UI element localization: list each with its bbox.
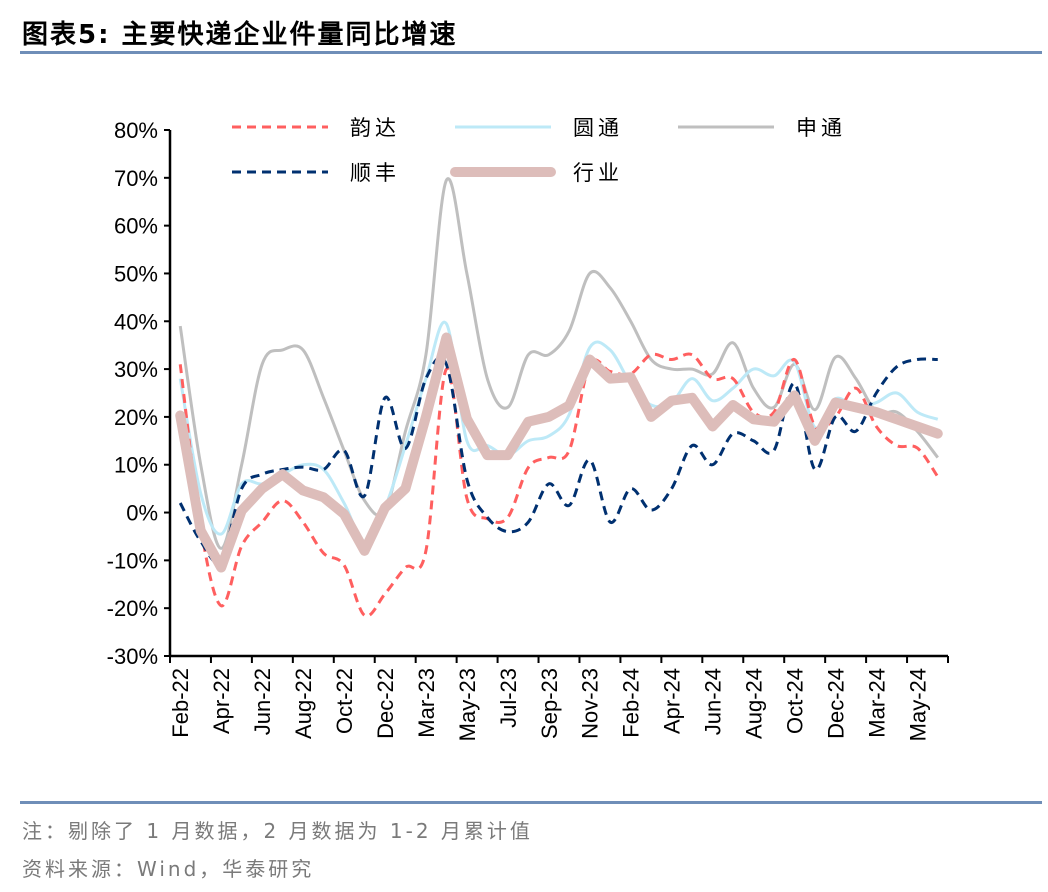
footer-source: 资料来源：Wind，华泰研究: [22, 857, 315, 881]
y-tick-label: 60%: [114, 214, 158, 239]
legend-label: 韵达: [350, 116, 400, 140]
x-tick-label: Aug-22: [291, 668, 316, 739]
y-tick-label: 20%: [114, 405, 158, 430]
legend-item-industry: 行业: [450, 161, 623, 185]
y-tick-label: -10%: [107, 548, 158, 573]
y-tick-label: 40%: [114, 309, 158, 334]
x-tick-label: Nov-23: [578, 668, 603, 739]
legend-item-shentong: 申通: [678, 116, 846, 140]
axes: -30% -20% -10% 0% 10% 20% 30% 40% 50% 60% 70% 80% Fe…: [107, 118, 949, 741]
x-tick-label: Dec-24: [823, 668, 848, 739]
figure-title: 图表5: 主要快递企业件量同比增速: [22, 20, 458, 50]
x-tick-label: Mar-24: [864, 668, 889, 738]
x-tick-label: Jul-23: [496, 668, 521, 728]
footer-rule: [20, 801, 1042, 804]
x-tick-label: May-23: [455, 668, 480, 741]
x-tick-label: Apr-22: [209, 668, 234, 734]
title-rule: [20, 51, 1042, 54]
y-tick-label: 70%: [114, 166, 158, 191]
data-points-industry: [180, 337, 938, 567]
x-tick-label: Sep-23: [537, 668, 562, 739]
x-tick-label: Aug-24: [742, 668, 767, 739]
y-tick-label: 30%: [114, 357, 158, 382]
x-tick-label: Jun-24: [701, 668, 726, 735]
x-tick-label: May-24: [905, 668, 930, 741]
x-tick-label: Dec-22: [373, 668, 398, 739]
y-tick-label: 80%: [114, 118, 158, 143]
y-tick-label: -30%: [107, 644, 158, 669]
x-tick-label: Oct-22: [332, 668, 357, 734]
legend-label: 顺丰: [350, 161, 400, 185]
legend-item-shunfeng: 顺丰: [232, 161, 400, 185]
x-tick-label: Mar-23: [414, 668, 439, 738]
y-tick-label: 50%: [114, 261, 158, 286]
x-tick-label: Feb-22: [168, 668, 193, 738]
y-tick-label: -20%: [107, 596, 158, 621]
legend-item-yunda: 韵达: [232, 116, 400, 140]
legend-label: 行业: [573, 161, 623, 185]
x-tick-label: Apr-24: [660, 668, 685, 734]
x-tick-label: Jun-22: [250, 668, 275, 735]
legend-item-yuantong: 圆通: [455, 116, 623, 140]
legend-label: 圆通: [573, 116, 623, 140]
y-tick-label: 10%: [114, 453, 158, 478]
series-lines: [175, 177, 943, 618]
series-line-yuantong: [178, 320, 939, 543]
series-line-industry: [175, 332, 943, 573]
y-tick-label: 0%: [126, 501, 158, 526]
x-tick-label: Feb-24: [619, 668, 644, 738]
x-tick-label: Oct-24: [782, 668, 807, 734]
legend-label: 申通: [796, 116, 846, 140]
footer-note: 注：剔除了 1 月数据，2 月数据为 1-2 月累计值: [22, 819, 533, 843]
line-chart: -30% -20% -10% 0% 10% 20% 30% 40% 50% 60% 70% 80% Fe…: [107, 116, 949, 741]
series-line-yunda: [178, 352, 940, 618]
series-line-shunfeng: [178, 356, 938, 564]
